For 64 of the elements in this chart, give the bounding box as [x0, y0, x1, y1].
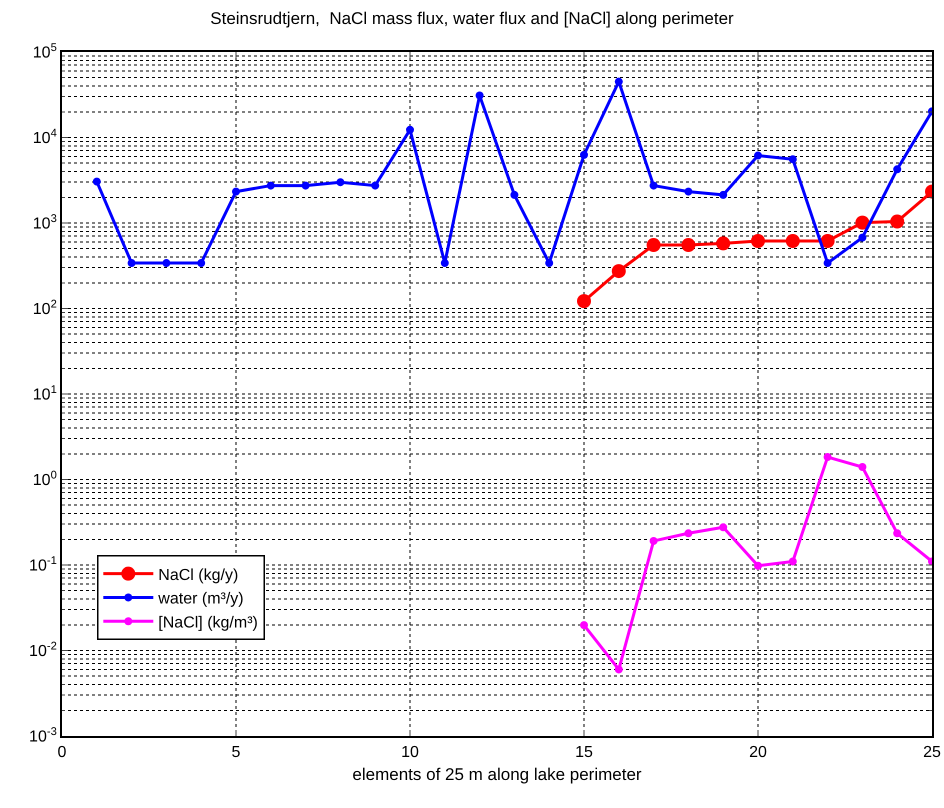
point	[545, 259, 554, 268]
point	[650, 536, 658, 545]
point	[751, 234, 765, 248]
point	[302, 182, 310, 190]
y-tick-label: 10$^{0}$	[32, 469, 57, 490]
y-tick-label: 10$^{-3}$	[29, 726, 57, 746]
point	[788, 155, 797, 164]
point	[788, 557, 797, 566]
y-tick-label: 10$^{-1}$	[29, 554, 57, 575]
point	[440, 259, 449, 268]
point	[754, 152, 762, 160]
y-tick-label: 10$^{3}$	[32, 212, 57, 233]
point	[893, 529, 902, 538]
point	[232, 188, 240, 196]
point	[614, 665, 623, 674]
point	[786, 234, 800, 248]
x-axis-title: elements of 25 m along lake perimeter	[352, 765, 642, 784]
point	[612, 264, 626, 278]
y-tick-label: 10$^{5}$	[32, 42, 57, 62]
point	[893, 165, 902, 174]
point	[719, 190, 728, 199]
point	[92, 178, 101, 186]
legend-label: [NaCl] (kg/m³)	[158, 614, 258, 632]
x-tick-label: 10	[401, 744, 419, 762]
y-tick-label: 10$^{-2}$	[29, 640, 57, 660]
point	[684, 529, 692, 538]
point	[580, 150, 588, 159]
point	[577, 294, 591, 308]
point	[614, 78, 623, 86]
point	[371, 182, 380, 190]
x-tick-label: 0	[58, 744, 67, 762]
point	[754, 562, 762, 570]
point	[197, 259, 206, 268]
point	[128, 259, 136, 268]
y-tick-label: 10$^{4}$	[32, 127, 57, 148]
legend-label: NaCl (kg/y)	[158, 566, 238, 584]
x-tick-label: 20	[749, 744, 767, 762]
point	[858, 463, 866, 472]
x-tick-label: 5	[232, 744, 241, 762]
legend-label: water (m³/y)	[157, 590, 244, 608]
point	[684, 188, 692, 196]
point	[855, 216, 870, 230]
point	[162, 259, 170, 268]
chart-title: Steinsrudtjern, NaCl mass flux, water flux and [NaCl] along perimeter	[210, 9, 734, 28]
point	[824, 259, 832, 268]
point	[824, 453, 832, 462]
point	[890, 214, 904, 229]
x-tick-label: 25	[923, 744, 941, 762]
point	[266, 182, 275, 190]
point	[719, 523, 728, 532]
point	[716, 236, 730, 250]
point	[336, 178, 344, 186]
point	[406, 126, 414, 134]
point	[476, 91, 484, 100]
point	[580, 621, 588, 630]
y-tick-label: 10$^{1}$	[32, 384, 57, 404]
point	[650, 182, 658, 190]
point	[820, 234, 835, 248]
point	[510, 190, 518, 199]
point	[858, 234, 866, 242]
x-tick-label: 15	[575, 744, 593, 762]
y-tick-label: 10$^{2}$	[32, 298, 57, 318]
point	[646, 238, 661, 252]
point	[681, 238, 696, 252]
